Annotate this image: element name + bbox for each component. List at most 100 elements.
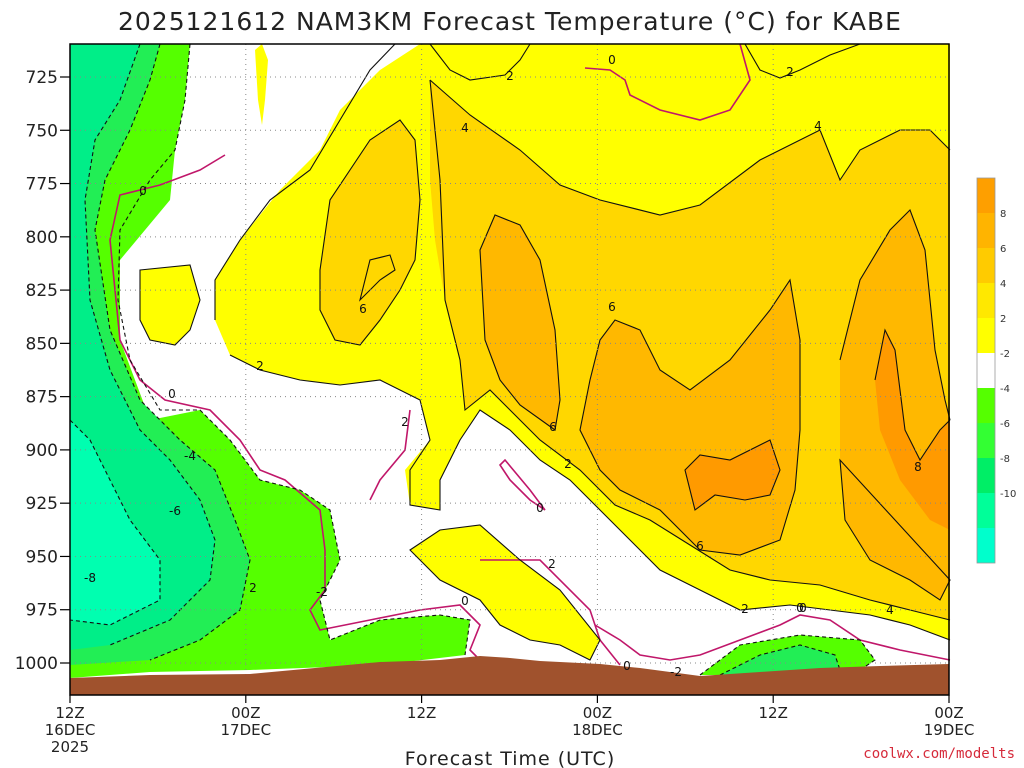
- contour-label: 2: [741, 602, 749, 616]
- x-tick-label: 18DEC: [572, 721, 623, 739]
- x-tick-label: 00Z: [583, 704, 612, 722]
- contour-m8: [69, 419, 161, 626]
- contour-4-left: [319, 119, 421, 346]
- y-tick-label: 1000: [15, 654, 58, 674]
- y-tick-label: 875: [26, 388, 58, 408]
- contour-label: 2: [786, 65, 794, 79]
- band-p8: [685, 440, 780, 510]
- contour-label: 4: [461, 121, 469, 135]
- colorbar-segment: [977, 213, 995, 248]
- contour-6: [479, 214, 561, 431]
- contour-2-blob: [139, 264, 201, 346]
- contour-label: 2: [548, 557, 556, 571]
- colorbar: 8 6 4 2 -2 -4 -6 -8 -10: [976, 177, 1016, 564]
- grid-lines: [70, 44, 949, 695]
- contour-label: -4: [184, 449, 196, 463]
- credit-text: coolwx.com/modelts: [863, 746, 1015, 762]
- colorbar-tick-label: -10: [1000, 489, 1016, 500]
- y-tick-label: 800: [26, 228, 58, 248]
- colorbar-segment: [977, 493, 995, 528]
- x-tick-label: 00Z: [934, 704, 963, 722]
- colorbar-tick-label: 8: [1000, 209, 1006, 220]
- band-p4: [320, 120, 420, 345]
- contour-0-top: [584, 43, 751, 121]
- contour-label: 6: [696, 539, 704, 553]
- contour-label: -2: [316, 585, 328, 599]
- colorbar-segment: [977, 178, 995, 213]
- contour-label: 0: [461, 594, 469, 608]
- y-tick-label: 775: [26, 175, 58, 195]
- colorbar-tick-label: -2: [1000, 349, 1010, 360]
- contour-label: 2: [506, 69, 514, 83]
- contour-label: 2: [564, 457, 572, 471]
- y-tick-label: 950: [26, 547, 58, 567]
- contour-label: 8: [914, 460, 922, 474]
- contour-label: -8: [84, 571, 96, 585]
- colorbar-tick-label: -6: [1000, 419, 1010, 430]
- plot-area: [69, 43, 951, 696]
- band-p2-blob: [140, 265, 200, 345]
- contour-m4: [94, 43, 251, 661]
- contour-4: [429, 79, 951, 621]
- y-tick-label: 825: [26, 281, 58, 301]
- contour-6-main: [579, 278, 801, 556]
- contour-8: [684, 439, 781, 511]
- plot-frame: [69, 43, 950, 696]
- contour-8-right: [874, 328, 951, 462]
- contour-0-mid: [498, 458, 546, 511]
- colorbar-segment: [977, 528, 995, 563]
- contour-m6: [84, 43, 216, 646]
- temperature-fill: [70, 44, 950, 678]
- colorbar-tick-label: 6: [1000, 244, 1006, 255]
- contour-label: 2: [249, 581, 257, 595]
- colorbar-segment: [977, 318, 995, 353]
- contour-6-small: [358, 254, 396, 302]
- contour-label: 6: [608, 300, 616, 314]
- x-tick-label: 12Z: [759, 704, 788, 722]
- chart-title: 2025121612 NAM3KM Forecast Temperature (…: [118, 7, 902, 36]
- band-p2-low: [410, 525, 600, 660]
- x-tick-label: 19DEC: [924, 721, 975, 739]
- contour-label: 0: [168, 387, 176, 401]
- contour-m2: [117, 43, 471, 656]
- contour-label: 4: [814, 119, 822, 133]
- contour-label: 4: [886, 603, 894, 617]
- contour-label: 2: [401, 415, 409, 429]
- y-tick-label: 975: [26, 601, 58, 621]
- contour-label: 0: [796, 601, 804, 615]
- y-tick-label: 850: [26, 334, 58, 354]
- colorbar-frame: [976, 177, 996, 564]
- colorbar-segment: [977, 353, 995, 388]
- x-axis-label: Forecast Time (UTC): [405, 748, 615, 768]
- x-tick-label: 12Z: [55, 704, 84, 722]
- colorbar-tick-label: 4: [1000, 279, 1006, 290]
- contour-label: 0: [799, 601, 807, 615]
- band-m8: [70, 420, 160, 625]
- colorbar-segment: [977, 388, 995, 423]
- band-p2-spike: [255, 44, 268, 125]
- x-tick-label: 12Z: [407, 704, 436, 722]
- contour-label: 0: [139, 184, 147, 198]
- band-p6: [480, 215, 560, 430]
- colorbar-segment: [977, 283, 995, 318]
- colorbar-segment: [977, 248, 995, 283]
- contour-6-right: [839, 209, 951, 601]
- colorbar-segment: [977, 423, 995, 458]
- x-tick-label: 17DEC: [221, 721, 272, 739]
- colorbar-tick-label: -4: [1000, 384, 1010, 395]
- contour-label: 6: [359, 302, 367, 316]
- contour-2-low: [409, 524, 601, 661]
- contour-label: 0: [536, 501, 544, 515]
- contour-label: -6: [169, 504, 181, 518]
- x-tick-label: 16DEC: [45, 721, 96, 739]
- x-tick-label: 2025: [51, 738, 89, 756]
- colorbar-tick-label: 2: [1000, 314, 1006, 325]
- contour-label: 6: [549, 420, 557, 434]
- contour-label: 0: [623, 659, 631, 673]
- y-tick-label: 925: [26, 494, 58, 514]
- band-p4-main: [430, 80, 950, 620]
- colorbar-tick-label: -8: [1000, 454, 1010, 465]
